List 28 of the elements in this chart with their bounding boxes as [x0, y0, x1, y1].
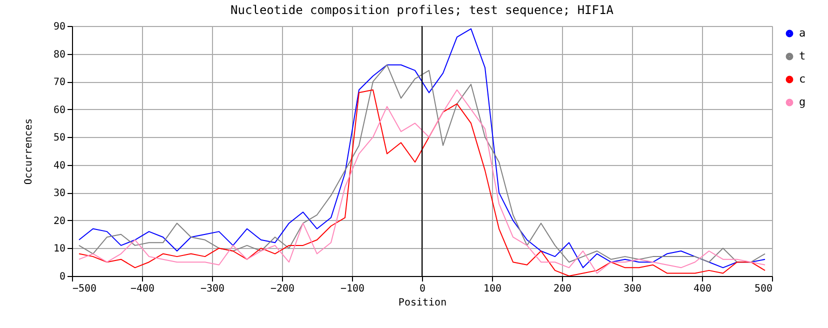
- legend-label: g: [799, 96, 806, 108]
- y-tick-label: 70: [53, 77, 66, 88]
- x-tick-label: −300: [200, 284, 225, 294]
- x-tick-label: −100: [340, 284, 365, 294]
- x-tick-label: 100: [483, 284, 502, 294]
- y-tick-label: 50: [53, 132, 66, 144]
- legend-label: c: [799, 72, 806, 86]
- chart-title: Nucleotide composition profiles; test sequence; HIF1A: [230, 3, 614, 17]
- legend-label: a: [799, 26, 806, 40]
- y-tick-label: 40: [53, 160, 66, 172]
- x-tick-label: 300: [623, 284, 642, 294]
- y-tick-label: 90: [53, 22, 66, 32]
- x-tick-label: 0: [419, 284, 426, 294]
- y-tick-label: 80: [53, 49, 66, 60]
- x-tick-label: 400: [693, 284, 712, 294]
- x-tick-label: −400: [130, 284, 155, 294]
- x-tick-label: −500: [72, 284, 97, 294]
- y-tick-label: 10: [53, 244, 66, 255]
- y-tick-label: 20: [53, 216, 66, 227]
- x-tick-label: −200: [270, 284, 295, 294]
- y-axis-title: Occurrences: [23, 118, 34, 185]
- x-tick-label: 500: [754, 284, 772, 294]
- y-tick-label: 60: [53, 104, 66, 116]
- x-tick-label: 200: [553, 284, 572, 294]
- y-tick-label: 0: [59, 272, 66, 282]
- y-tick-label: 30: [53, 188, 66, 200]
- x-axis-title: Position: [398, 298, 447, 308]
- legend-label: t: [799, 50, 806, 62]
